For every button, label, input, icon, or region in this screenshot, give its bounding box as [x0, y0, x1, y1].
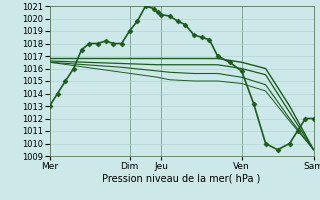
X-axis label: Pression niveau de la mer( hPa ): Pression niveau de la mer( hPa ) — [102, 173, 261, 183]
